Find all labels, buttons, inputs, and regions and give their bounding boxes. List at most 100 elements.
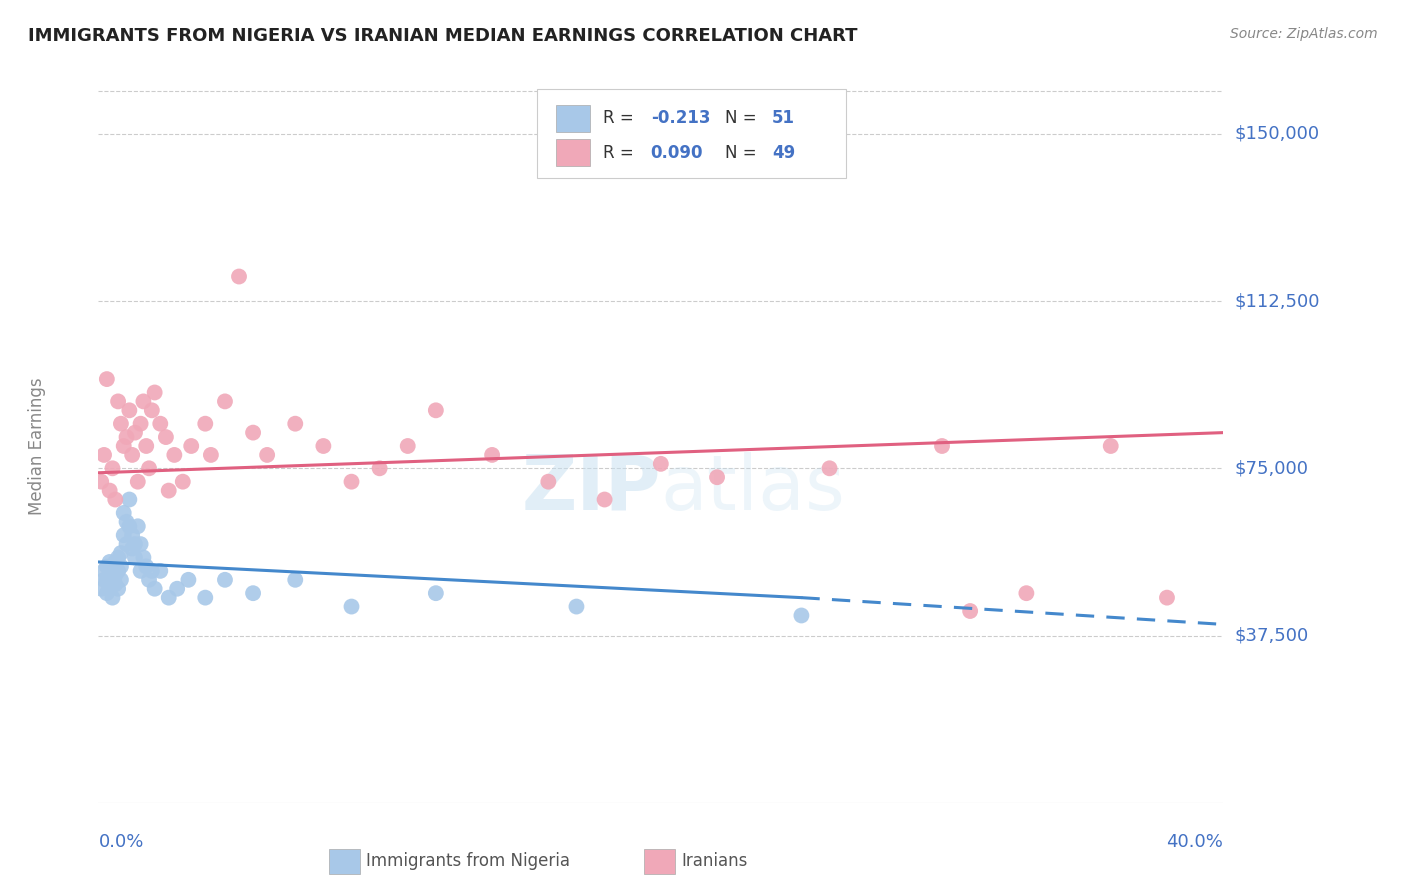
Point — [214, 394, 236, 409]
Point — [104, 492, 127, 507]
Point — [959, 604, 981, 618]
Point — [93, 564, 115, 578]
Point — [425, 403, 447, 417]
Point — [107, 394, 129, 409]
Point — [104, 568, 127, 582]
Text: 51: 51 — [772, 110, 796, 128]
Point — [127, 475, 149, 489]
Point — [112, 439, 135, 453]
Point — [706, 470, 728, 484]
Point — [132, 394, 155, 409]
Point — [166, 582, 188, 596]
Point — [118, 403, 141, 417]
Point — [90, 475, 112, 489]
Point — [110, 559, 132, 574]
Point — [177, 573, 200, 587]
Point — [194, 417, 217, 431]
Text: $75,000: $75,000 — [1234, 459, 1309, 477]
Bar — [557, 105, 591, 132]
Point — [129, 417, 152, 431]
Point — [101, 573, 124, 587]
Point — [107, 550, 129, 565]
Point — [124, 425, 146, 440]
Point — [368, 461, 391, 475]
Point — [124, 550, 146, 565]
Point — [214, 573, 236, 587]
Text: atlas: atlas — [661, 452, 845, 525]
Point — [127, 519, 149, 533]
Point — [118, 492, 141, 507]
Text: N =: N = — [725, 144, 762, 161]
Point — [149, 564, 172, 578]
Point — [537, 475, 560, 489]
Point — [138, 461, 160, 475]
Point — [104, 555, 127, 569]
Point — [115, 430, 138, 444]
Point — [790, 608, 813, 623]
Point — [93, 448, 115, 462]
Point — [112, 528, 135, 542]
Point — [1156, 591, 1178, 605]
Text: Immigrants from Nigeria: Immigrants from Nigeria — [366, 853, 569, 871]
Point — [141, 564, 163, 578]
Point — [124, 537, 146, 551]
Text: R =: R = — [603, 110, 640, 128]
Point — [200, 448, 222, 462]
Point — [118, 519, 141, 533]
Point — [340, 475, 363, 489]
Point — [180, 439, 202, 453]
Point — [115, 537, 138, 551]
Point — [931, 439, 953, 453]
Text: Median Earnings: Median Earnings — [28, 377, 45, 515]
Point — [121, 448, 143, 462]
Point — [242, 425, 264, 440]
Point — [112, 506, 135, 520]
Point — [98, 582, 121, 596]
Point — [110, 546, 132, 560]
Point — [107, 582, 129, 596]
Text: $37,500: $37,500 — [1234, 626, 1309, 645]
Bar — [329, 849, 360, 874]
Point — [135, 439, 157, 453]
Point — [101, 591, 124, 605]
Point — [104, 577, 127, 591]
Text: -0.213: -0.213 — [651, 110, 710, 128]
Point — [284, 573, 307, 587]
Point — [90, 582, 112, 596]
Point — [172, 475, 194, 489]
Point — [143, 385, 166, 400]
Point — [157, 483, 180, 498]
Point — [132, 550, 155, 565]
Point — [425, 586, 447, 600]
Point — [1015, 586, 1038, 600]
Point — [98, 568, 121, 582]
Point — [481, 448, 503, 462]
Point — [93, 573, 115, 587]
Text: IMMIGRANTS FROM NIGERIA VS IRANIAN MEDIAN EARNINGS CORRELATION CHART: IMMIGRANTS FROM NIGERIA VS IRANIAN MEDIA… — [28, 27, 858, 45]
Point — [96, 372, 118, 386]
Point — [115, 515, 138, 529]
Point — [138, 573, 160, 587]
Point — [650, 457, 672, 471]
Point — [129, 564, 152, 578]
Point — [284, 417, 307, 431]
Text: 49: 49 — [772, 144, 796, 161]
Point — [141, 403, 163, 417]
Point — [565, 599, 588, 614]
Point — [818, 461, 841, 475]
Point — [163, 448, 186, 462]
Point — [107, 564, 129, 578]
Point — [101, 559, 124, 574]
Point — [396, 439, 419, 453]
FancyBboxPatch shape — [537, 89, 846, 178]
Text: R =: R = — [603, 144, 640, 161]
Point — [1099, 439, 1122, 453]
Text: 0.0%: 0.0% — [98, 833, 143, 851]
Point — [143, 582, 166, 596]
Point — [340, 599, 363, 614]
Point — [96, 573, 118, 587]
Point — [312, 439, 335, 453]
Point — [96, 559, 118, 574]
Text: ZIP: ZIP — [522, 452, 661, 525]
Point — [135, 559, 157, 574]
